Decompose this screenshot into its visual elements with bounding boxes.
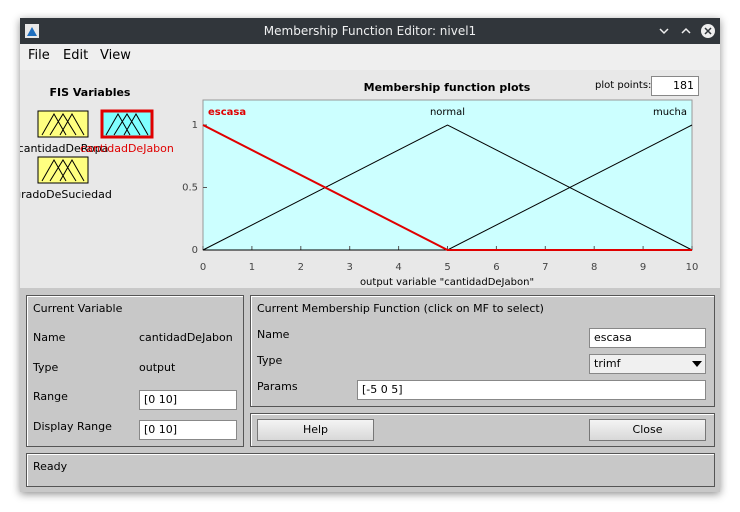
fis-diagram: cantidadDeRopa cantidadDeJabon gradoDeSu…	[20, 109, 174, 201]
mf-name-input[interactable]: escasa	[589, 328, 706, 348]
panel-title: Current Membership Function (click on MF…	[257, 302, 544, 315]
field-value: cantidadDeJabon	[139, 331, 233, 344]
mf-label: mucha	[653, 107, 687, 118]
mf-label: normal	[430, 107, 465, 118]
field-value: output	[139, 361, 176, 374]
x-tick-label: 7	[542, 262, 548, 273]
y-tick-label: 1	[192, 120, 198, 131]
mf-curve	[202, 124, 693, 251]
x-tick-label: 3	[347, 262, 353, 273]
field-label: Type	[257, 354, 283, 367]
input-label: cantidadDeRopa	[20, 142, 108, 155]
status-panel: Ready	[26, 453, 715, 487]
input-box[interactable]	[37, 110, 89, 138]
field-label: Display Range	[33, 420, 112, 433]
current-variable-panel: Current Variable Name cantidadDeJabon Ty…	[26, 295, 244, 447]
chart-title: Membership function plots	[364, 81, 531, 94]
field-label: Params	[257, 380, 298, 393]
buttons-panel: Help Close	[250, 413, 715, 447]
title-bar: Membership Function Editor: nivel1	[20, 18, 720, 44]
fis-title: FIS Variables	[49, 86, 131, 99]
dropdown-arrow	[692, 361, 702, 367]
input-box[interactable]	[37, 156, 89, 184]
mf-curve	[202, 124, 692, 251]
current-mf-panel: Current Membership Function (click on MF…	[250, 295, 715, 407]
menu-item[interactable]: File	[28, 48, 50, 63]
input-label: gradoDeSuciedad	[20, 188, 112, 201]
x-tick-label: 0	[200, 262, 206, 273]
app-icon	[25, 24, 39, 38]
plot-points-label: plot points:	[595, 80, 652, 91]
x-tick-label: 4	[395, 262, 401, 273]
window-controls[interactable]	[656, 23, 716, 39]
y-tick-label: 0.5	[182, 183, 198, 194]
mf-type-dropdown[interactable]: trimf	[589, 354, 706, 374]
menu-item[interactable]: Edit	[63, 48, 89, 63]
x-tick-label: 2	[298, 262, 304, 273]
mf-label: escasa	[208, 107, 246, 118]
menu-bar: File Edit View	[20, 44, 720, 70]
field-label: Type	[33, 361, 59, 374]
bottom-area: Current Variable Name cantidadDeJabon Ty…	[20, 288, 720, 492]
status-text: Ready	[33, 460, 68, 473]
output-box[interactable]	[100, 109, 154, 139]
field-label: Name	[257, 328, 290, 341]
display-range-input[interactable]: [0 10]	[139, 420, 237, 440]
field-label: Range	[33, 390, 68, 403]
x-tick-label: 8	[591, 262, 597, 273]
window-title: Membership Function Editor: nivel1	[263, 24, 477, 38]
x-tick-label: 5	[444, 262, 450, 273]
range-input[interactable]: [0 10]	[139, 390, 237, 410]
close-button[interactable]: Close	[589, 419, 706, 441]
plot-background	[202, 99, 693, 251]
menu-item[interactable]: View	[100, 48, 131, 63]
x-tick-label: 1	[249, 262, 255, 273]
mf-plot: Membership function plots output variabl…	[182, 81, 699, 288]
params-input[interactable]: [-5 0 5]	[357, 380, 706, 400]
x-tick-label: 9	[640, 262, 646, 273]
output-label: cantidadDeJabon	[80, 142, 174, 155]
panel-title: Current Variable	[33, 302, 123, 315]
x-tick-label: 10	[686, 262, 699, 273]
help-button[interactable]: Help	[257, 419, 374, 441]
x-axis-label: output variable "cantidadDeJabon"	[360, 277, 534, 288]
y-tick-label: 0	[192, 245, 198, 256]
plot-points-input[interactable]: 181	[651, 76, 699, 96]
field-label: Name	[33, 331, 66, 344]
x-tick-label: 6	[493, 262, 499, 273]
